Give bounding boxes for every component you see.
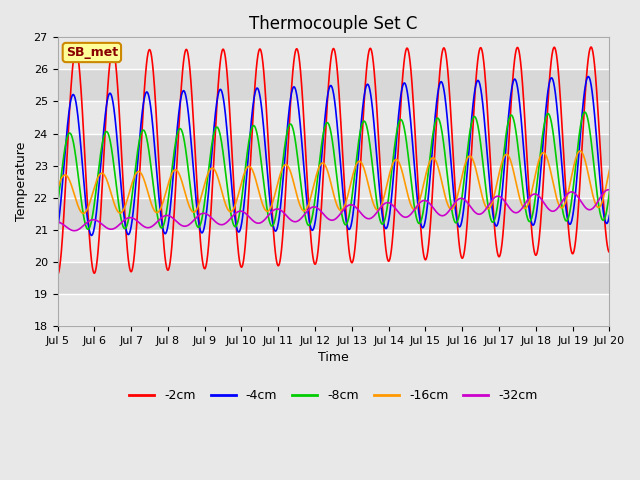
-32cm [323, 214, 330, 220]
-8cm [84, 227, 92, 232]
Y-axis label: Temperature: Temperature [15, 142, 28, 221]
-2cm [590, 55, 598, 60]
-32cm [82, 220, 90, 226]
-32cm [590, 204, 598, 210]
Bar [58, 198, 609, 230]
-8cm [488, 219, 496, 225]
-4cm [82, 200, 90, 206]
-2cm [54, 272, 61, 277]
-2cm [589, 53, 597, 59]
Bar [58, 166, 609, 198]
Text: SB_met: SB_met [66, 46, 118, 59]
-16cm [605, 167, 613, 173]
-8cm [323, 120, 330, 126]
-4cm [590, 103, 598, 108]
Bar [58, 294, 609, 326]
-16cm [590, 197, 598, 203]
Bar [58, 70, 609, 101]
-4cm [54, 226, 61, 231]
-8cm [590, 161, 598, 167]
-4cm [88, 232, 95, 238]
Line: -2cm: -2cm [58, 47, 609, 275]
-16cm [577, 148, 584, 154]
-8cm [82, 223, 90, 228]
Legend: -2cm, -4cm, -8cm, -16cm, -32cm: -2cm, -4cm, -8cm, -16cm, -32cm [124, 384, 543, 407]
-8cm [605, 189, 613, 195]
Bar [58, 101, 609, 133]
-2cm [307, 240, 315, 245]
-16cm [79, 211, 87, 216]
-16cm [323, 164, 330, 170]
-16cm [590, 196, 598, 202]
-8cm [590, 163, 598, 169]
Bar [58, 262, 609, 294]
-4cm [605, 213, 613, 218]
Bar [58, 133, 609, 166]
-8cm [54, 202, 61, 208]
-8cm [581, 109, 589, 115]
-32cm [605, 187, 612, 192]
Line: -16cm: -16cm [58, 151, 609, 214]
-16cm [54, 186, 61, 192]
Bar [58, 230, 609, 262]
-2cm [488, 189, 496, 194]
-4cm [584, 74, 592, 80]
-2cm [587, 44, 595, 50]
-32cm [54, 219, 61, 225]
Line: -8cm: -8cm [58, 112, 609, 229]
-8cm [308, 217, 316, 223]
-2cm [322, 124, 330, 130]
-16cm [82, 209, 90, 215]
Bar [58, 37, 609, 70]
Line: -4cm: -4cm [58, 77, 609, 235]
-32cm [308, 204, 316, 210]
-16cm [488, 199, 496, 205]
-4cm [590, 106, 598, 111]
-32cm [488, 197, 496, 203]
-2cm [605, 250, 613, 255]
X-axis label: Time: Time [318, 351, 349, 364]
-32cm [589, 205, 597, 211]
-4cm [323, 104, 330, 109]
-32cm [605, 187, 613, 193]
-4cm [308, 227, 316, 232]
-4cm [488, 207, 496, 213]
Line: -32cm: -32cm [58, 190, 609, 231]
-2cm [82, 170, 90, 176]
-32cm [70, 228, 78, 234]
Title: Thermocouple Set C: Thermocouple Set C [250, 15, 418, 33]
-16cm [308, 192, 316, 197]
